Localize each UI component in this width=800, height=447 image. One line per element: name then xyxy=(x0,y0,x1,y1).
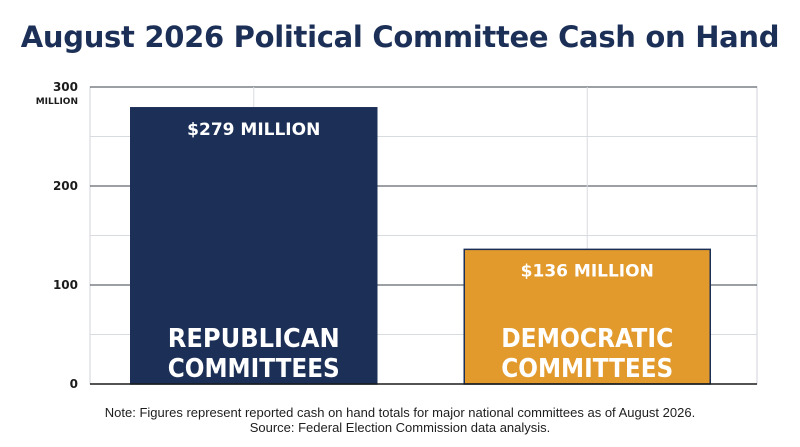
category-label-2-line-2: COMMITTEES xyxy=(501,354,673,384)
bars xyxy=(130,107,711,385)
category-label-2-line-1: DEMOCRATIC xyxy=(501,324,673,354)
y-tick-label: 0 xyxy=(70,377,78,391)
data-label-2: $136 MILLION xyxy=(521,261,654,281)
y-tick-label: 200 xyxy=(53,179,78,193)
y-unit-label: MILLION xyxy=(36,97,78,107)
category-label-1-line-1: REPUBLICAN xyxy=(168,324,340,354)
y-tick-label: 300 xyxy=(53,80,78,94)
footnote-line-2: Source: Federal Election Commission data… xyxy=(249,420,551,435)
bar-2 xyxy=(463,248,711,385)
bar-1 xyxy=(130,107,378,385)
bar-chart: 0 100 200 300 MILLION $279 MILLION REPUBLICAN… xyxy=(36,80,758,391)
footnote: Note: Figures represent reported cash on… xyxy=(0,405,800,435)
chart-title: August 2026 Political Committee Cash on … xyxy=(20,20,780,54)
footnote-line-1: Note: Figures represent reported cash on… xyxy=(104,405,696,420)
data-label-1: $279 MILLION xyxy=(187,120,320,140)
y-axis-ticks: 0 100 200 300 MILLION xyxy=(36,80,78,391)
y-tick-label: 100 xyxy=(53,278,78,292)
category-label-1-line-2: COMMITTEES xyxy=(168,354,340,384)
